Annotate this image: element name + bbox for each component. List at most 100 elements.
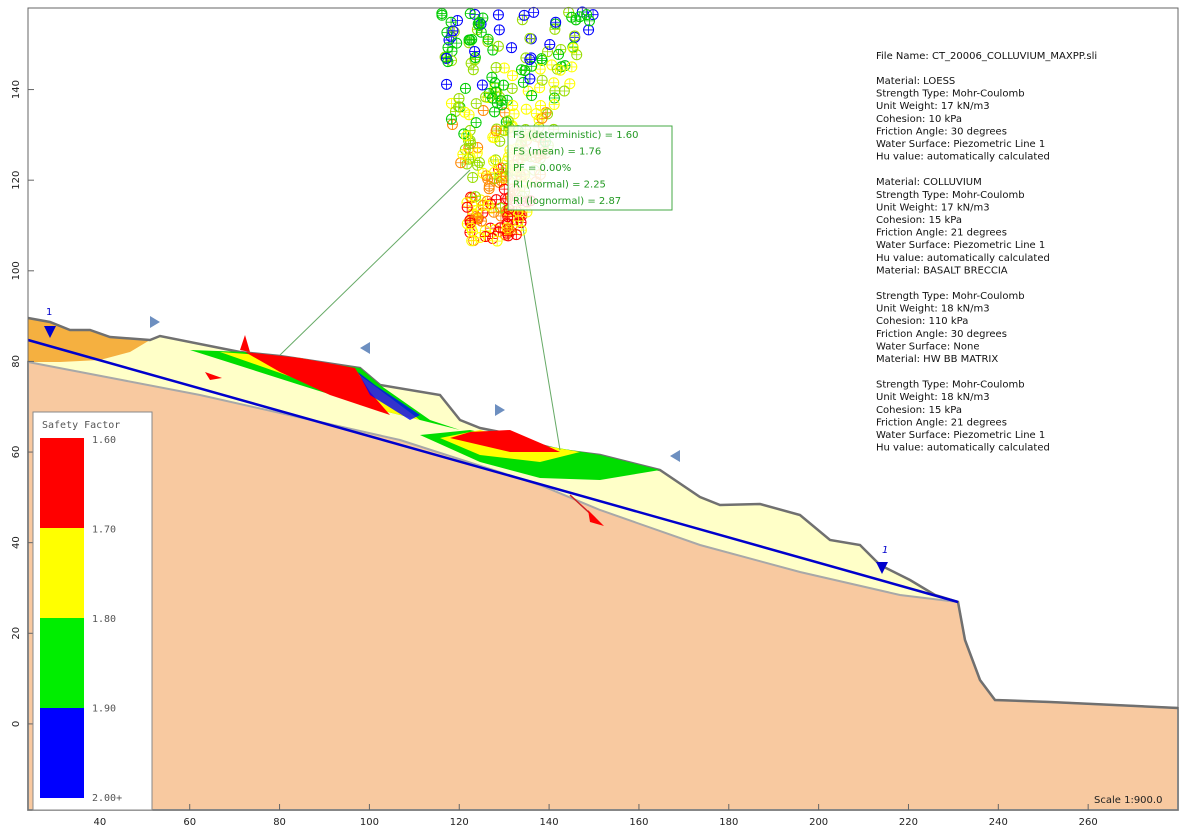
slip-center-cross bbox=[566, 61, 577, 72]
slip-center-cross bbox=[509, 108, 520, 119]
info-line: Friction Angle: 30 degrees bbox=[876, 126, 1007, 137]
result-line: FS (mean) = 1.76 bbox=[513, 147, 601, 158]
slip-center-cross bbox=[470, 52, 481, 63]
limit-marker bbox=[495, 404, 505, 416]
y-tick-label: 120 bbox=[11, 171, 22, 190]
slip-center-cross bbox=[489, 132, 500, 143]
piezo-marker bbox=[44, 326, 56, 338]
slip-center-cross bbox=[457, 149, 468, 160]
slip-center-cross bbox=[467, 172, 478, 183]
info-line: Water Surface: Piezometric Line 1 bbox=[876, 240, 1045, 251]
slip-center-cross bbox=[503, 115, 514, 126]
scale-label: Scale 1:900.0 bbox=[1094, 795, 1162, 806]
slip-center-cross bbox=[461, 130, 472, 141]
info-line: Strength Type: Mohr-Coulomb bbox=[876, 380, 1025, 391]
piezo-label: 1 bbox=[882, 545, 888, 556]
info-line: Water Surface: Piezometric Line 1 bbox=[876, 139, 1045, 150]
info-line: File Name: CT_20006_COLLUVIUM_MAXPP.sli bbox=[876, 51, 1097, 62]
slip-center-cross bbox=[466, 235, 477, 246]
slip-center-cross bbox=[549, 99, 560, 110]
result-line: FS (deterministic) = 1.60 bbox=[513, 130, 638, 141]
slip-center-cross bbox=[478, 105, 489, 116]
slip-center-cross bbox=[531, 108, 542, 119]
slip-center-cross bbox=[535, 64, 546, 75]
y-tick-label: 80 bbox=[11, 355, 22, 368]
slip-center-cross bbox=[477, 79, 488, 90]
legend-swatch bbox=[40, 708, 84, 798]
slip-center-cross bbox=[564, 78, 575, 89]
slope-model bbox=[27, 316, 1179, 811]
legend-label: 2.00+ bbox=[92, 793, 122, 804]
legend-label: 1.90 bbox=[92, 704, 116, 715]
legend-swatch bbox=[40, 438, 84, 528]
slip-center-cross bbox=[473, 18, 484, 29]
slip-center-cross bbox=[453, 101, 464, 112]
slip-center-cross bbox=[524, 33, 535, 44]
info-line: Cohesion: 10 kPa bbox=[876, 114, 962, 125]
info-line: Unit Weight: 18 kN/m3 bbox=[876, 304, 990, 315]
legend-label: 1.60 bbox=[92, 435, 116, 446]
info-line: Hu value: automatically calculated bbox=[876, 152, 1050, 163]
slip-center-cross bbox=[471, 117, 482, 128]
info-line: Unit Weight: 17 kN/m3 bbox=[876, 202, 990, 213]
slip-center-cross bbox=[460, 83, 471, 94]
slip-center-cross bbox=[468, 64, 479, 75]
slip-center-cross bbox=[502, 211, 513, 222]
slip-center-cross bbox=[487, 45, 498, 56]
slip-center-cross bbox=[498, 80, 509, 91]
leader bbox=[519, 209, 561, 451]
x-tick-label: 220 bbox=[899, 817, 918, 828]
slip-center-cross bbox=[535, 100, 546, 111]
slip-center-cross bbox=[480, 92, 491, 102]
slip-center-cross bbox=[474, 157, 485, 168]
slip-arrow bbox=[240, 335, 250, 352]
piezo-marker bbox=[876, 562, 888, 574]
y-tick-label: 20 bbox=[11, 627, 22, 640]
slip-center-cross bbox=[489, 167, 500, 178]
slip-center-cross bbox=[442, 56, 453, 67]
slip-center-cross bbox=[569, 30, 580, 41]
slip-center-cross bbox=[462, 202, 473, 213]
slip-center-cross bbox=[472, 160, 483, 171]
legend-swatch bbox=[40, 528, 84, 618]
x-tick-label: 60 bbox=[183, 817, 196, 828]
water-table bbox=[27, 338, 959, 604]
info-line: Material: HW BB MATRIX bbox=[876, 354, 998, 365]
slip-center-cross bbox=[466, 34, 477, 45]
slip-center-cross bbox=[487, 93, 498, 104]
legend-label: 1.80 bbox=[92, 614, 116, 625]
limit-marker bbox=[150, 316, 160, 328]
slip-center-cross bbox=[536, 53, 547, 64]
y-tick-label: 140 bbox=[11, 80, 22, 99]
results-box bbox=[507, 125, 673, 211]
slip-center-cross bbox=[493, 41, 504, 52]
slip-center-cross bbox=[555, 65, 566, 76]
slip-center-cross bbox=[446, 17, 457, 28]
x-tick-label: 120 bbox=[450, 817, 469, 828]
slip-center-cross bbox=[571, 49, 582, 60]
result-line: PF = 0.00% bbox=[513, 163, 571, 174]
slip-center-cross bbox=[451, 38, 462, 49]
slip-center-cross bbox=[484, 183, 495, 194]
limit-marker bbox=[360, 342, 370, 354]
slip-center-cross bbox=[511, 229, 522, 240]
slip-center-cross bbox=[492, 236, 503, 247]
x-tick-label: 180 bbox=[719, 817, 738, 828]
slip-zone bbox=[358, 372, 420, 420]
info-line: Strength Type: Mohr-Coulomb bbox=[876, 89, 1025, 100]
slip-center-cross bbox=[441, 27, 452, 38]
x-tick-label: 40 bbox=[94, 817, 107, 828]
slip-center-cross bbox=[488, 207, 499, 218]
slip-center-cross bbox=[491, 62, 502, 73]
slip-zone bbox=[450, 430, 560, 452]
slip-center-cross bbox=[504, 224, 515, 235]
slip-center-cross bbox=[459, 107, 470, 118]
slip-center-cross bbox=[498, 125, 509, 136]
slip-center-cross bbox=[507, 70, 518, 81]
slip-center-cross bbox=[528, 7, 539, 18]
x-tick-label: 260 bbox=[1079, 817, 1098, 828]
slip-center-cross bbox=[491, 125, 502, 136]
slip-center-cross bbox=[581, 9, 592, 20]
slip-center-cross bbox=[465, 8, 476, 19]
slip-center-cross bbox=[443, 42, 454, 53]
